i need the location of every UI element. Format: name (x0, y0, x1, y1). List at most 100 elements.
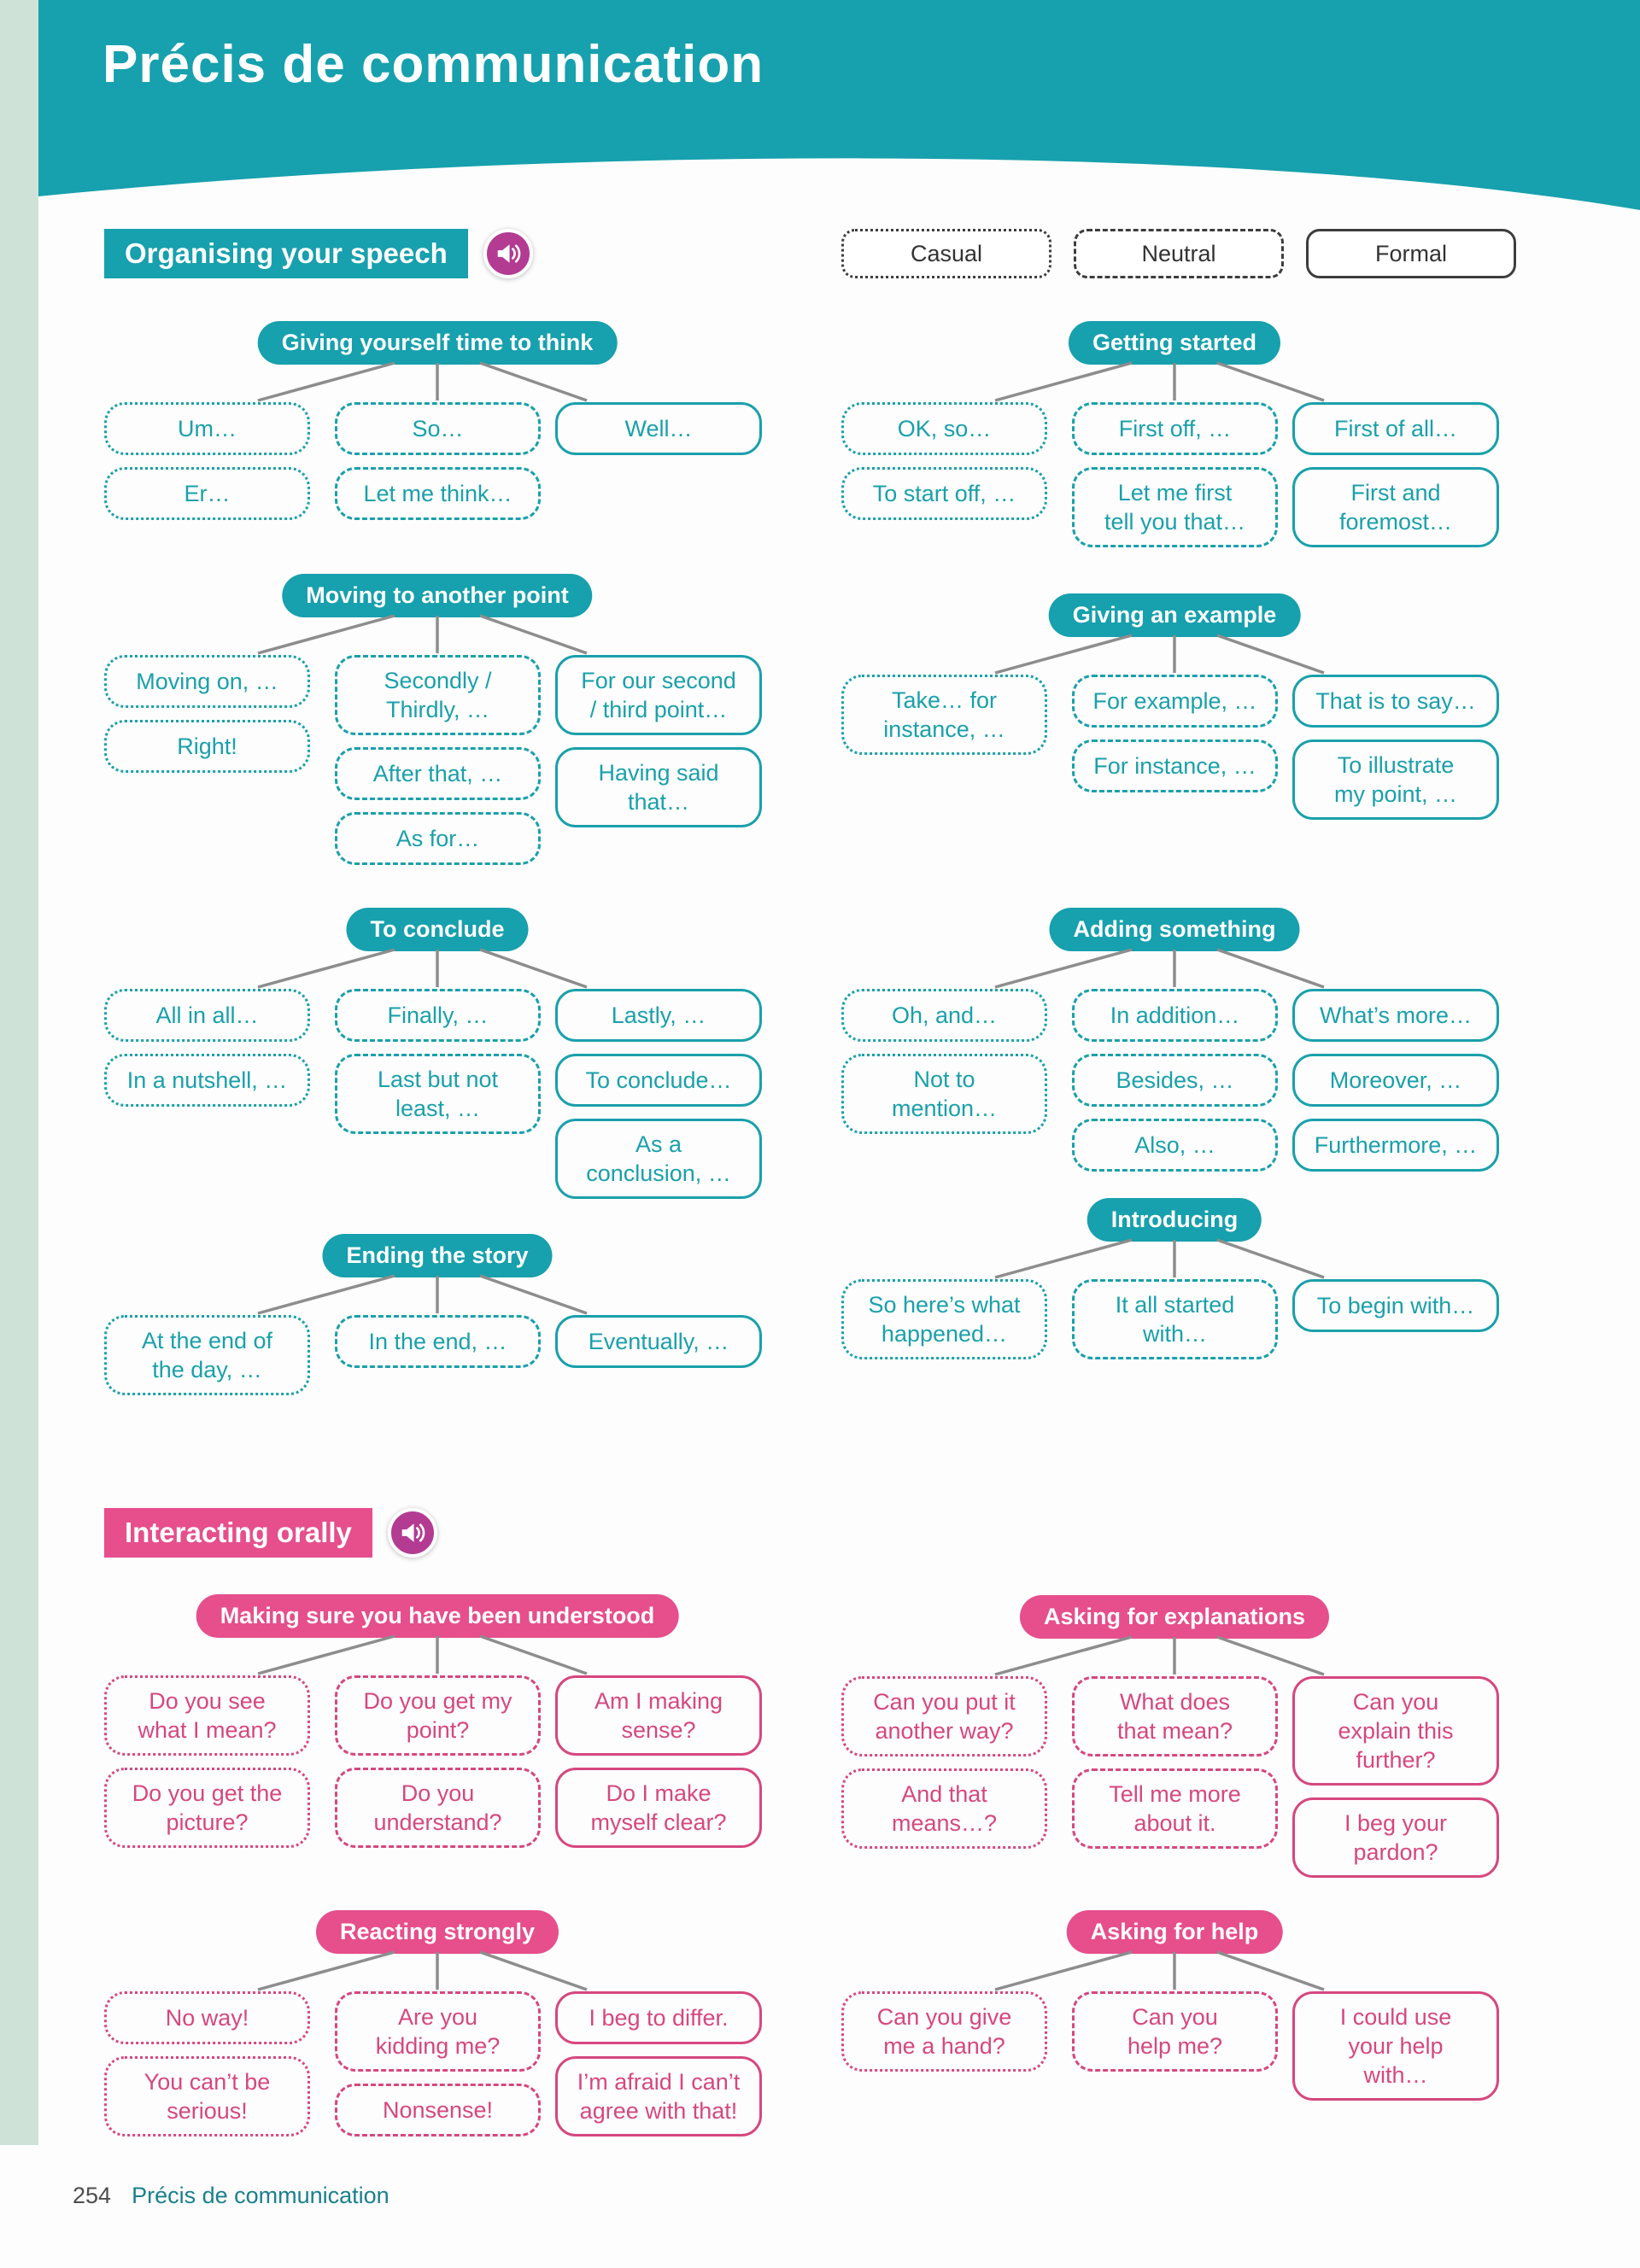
phrase-columns: No way! You can’t be serious! Are you kidd… (104, 1991, 762, 2136)
connector-lines (994, 634, 1325, 675)
phrase-box: It all started with… (1072, 1279, 1278, 1359)
column-neutral: What does that mean? Tell me more about i… (1072, 1676, 1278, 1878)
group-title-pill: Ending the story (322, 1234, 553, 1277)
speaker-icon[interactable] (483, 229, 533, 278)
group-title-pill: Adding something (1049, 908, 1300, 951)
column-casual: Um… Er… (104, 402, 310, 520)
phrase-box: Can you help me? (1072, 1991, 1278, 2072)
phrase-box: Finally, … (335, 989, 541, 1042)
column-formal: For our second / third point… Having said… (555, 655, 762, 865)
phrase-box: That is to say… (1292, 675, 1499, 728)
column-casual: All in all… In a nutshell, … (104, 989, 310, 1199)
column-casual: Do you see what I mean? Do you get the pi… (104, 1675, 310, 1848)
phrase-box: I beg your pardon? (1292, 1797, 1499, 1878)
phrase-box: Right! (104, 720, 310, 773)
phrase-columns: Oh, and… Not to mention… In addition… Besid… (841, 989, 1499, 1172)
phrase-box: Furthermore, … (1292, 1119, 1499, 1172)
phrase-columns: At the end of the day, … In the end, … Eve… (104, 1315, 762, 1395)
phrase-columns: Take… for instance, … For example, … For i… (841, 675, 1499, 820)
group-title-pill: Getting started (1068, 321, 1281, 365)
connector-lines (257, 614, 588, 655)
phrase-columns: Um… Er… So… Let me think… Well… (104, 402, 762, 520)
speaker-icon[interactable] (387, 1508, 437, 1558)
page-footer: 254 Précis de communication (73, 2183, 390, 2209)
footer-title: Précis de communication (132, 2183, 390, 2208)
phrase-box: Lastly, … (555, 989, 762, 1042)
header-band (38, 0, 1640, 210)
column-casual: Oh, and… Not to mention… (841, 989, 1047, 1172)
phrase-columns: Can you give me a hand? Can you help me? I… (841, 1991, 1499, 2101)
connector-lines (257, 1950, 588, 1991)
phrase-box: After that, … (335, 747, 541, 800)
phrase-box: Having said that… (555, 747, 762, 827)
column-neutral: Secondly / Thirdly, … After that, … As for… (335, 655, 541, 865)
group-title-pill: Introducing (1086, 1198, 1262, 1242)
column-casual: Moving on, … Right! (104, 655, 310, 865)
speaker-glyph (401, 1523, 425, 1542)
column-formal: Am I making sense? Do I make myself clear… (555, 1675, 762, 1848)
column-neutral: Finally, … Last but not least, … (335, 989, 541, 1199)
column-neutral: For example, … For instance, … (1072, 675, 1278, 820)
legend-item-neutral: Neutral (1074, 229, 1284, 278)
column-casual: Can you put it another way? And that mean… (841, 1676, 1047, 1878)
phrase-box: Are you kidding me? (335, 1991, 541, 2072)
column-formal: Lastly, … To conclude… As a conclusion, … (555, 989, 762, 1199)
phrase-box: For example, … (1072, 675, 1278, 728)
section-header-interacting: Interacting orally (104, 1508, 437, 1558)
phrase-box: Secondly / Thirdly, … (335, 655, 541, 735)
column-neutral: Are you kidding me? Nonsense! (335, 1991, 541, 2136)
phrase-box: Let me first tell you that… (1072, 467, 1278, 547)
phrase-box: First off, … (1072, 402, 1278, 455)
phrase-columns: Moving on, … Right! Secondly / Thirdly, … A… (104, 655, 762, 865)
column-formal: I beg to differ. I’m afraid I can’t agree… (555, 1991, 762, 2136)
phrase-box: First of all… (1292, 402, 1499, 455)
phrase-columns: Can you put it another way? And that mean… (841, 1676, 1499, 1878)
column-formal: Eventually, … (555, 1315, 762, 1395)
section-label: Organising your speech (104, 229, 468, 278)
phrase-columns: All in all… In a nutshell, … Finally, … Las… (104, 989, 762, 1199)
phrase-box: All in all… (104, 989, 310, 1042)
phrase-box: No way! (104, 1991, 310, 2044)
connector-lines (257, 361, 588, 402)
group-title-pill: Giving yourself time to think (257, 321, 618, 365)
connector-lines (994, 948, 1325, 989)
phrase-box: Nonsense! (335, 2084, 541, 2136)
phrase-box: To start off, … (841, 467, 1047, 520)
page-title: Précis de communication (102, 35, 764, 94)
phrase-box: In addition… (1072, 989, 1278, 1042)
phrase-box: To conclude… (555, 1054, 762, 1107)
column-casual: Can you give me a hand? (841, 1991, 1047, 2101)
column-neutral: Can you help me? (1072, 1991, 1278, 2101)
phrase-box: Oh, and… (841, 989, 1047, 1042)
column-neutral: First off, … Let me first tell you that… (1072, 402, 1278, 547)
column-casual: At the end of the day, … (104, 1315, 310, 1395)
column-formal: First of all… First and foremost… (1292, 402, 1499, 547)
phrase-box: I’m afraid I can’t agree with that! (555, 2056, 762, 2136)
phrase-box: So… (335, 402, 541, 455)
phrase-box: Can you put it another way? (841, 1676, 1047, 1757)
phrase-box: Tell me more about it. (1072, 1768, 1278, 1849)
legend-item-formal: Formal (1306, 229, 1516, 278)
column-casual: So here’s what happened… (841, 1279, 1047, 1359)
page-number: 254 (73, 2183, 112, 2208)
connector-lines (257, 948, 588, 989)
phrase-box: As a conclusion, … (555, 1119, 762, 1199)
group-title-pill: Making sure you have been understood (196, 1594, 679, 1638)
group-title-pill: To conclude (346, 908, 529, 951)
phrase-columns: Do you see what I mean? Do you get the pi… (104, 1675, 762, 1848)
column-casual: Take… for instance, … (841, 675, 1047, 820)
phrase-box: I beg to differ. (555, 1991, 762, 2044)
phrase-box: I could use your help with… (1292, 1991, 1499, 2101)
column-formal: That is to say… To illustrate my point, … (1292, 675, 1499, 820)
phrase-box: You can’t be serious! (104, 2056, 310, 2136)
phrase-box: Well… (555, 402, 762, 455)
phrase-box: What does that mean? (1072, 1676, 1278, 1757)
page-edge-strip (0, 0, 38, 2145)
phrase-box: Moreover, … (1292, 1054, 1499, 1107)
phrase-box: Do you get my point? (335, 1675, 541, 1756)
connector-lines (994, 361, 1325, 402)
phrase-box: Take… for instance, … (841, 675, 1047, 755)
phrase-columns: OK, so… To start off, … First off, … Let me… (841, 402, 1499, 547)
column-neutral: So… Let me think… (335, 402, 541, 520)
column-casual: OK, so… To start off, … (841, 402, 1047, 547)
